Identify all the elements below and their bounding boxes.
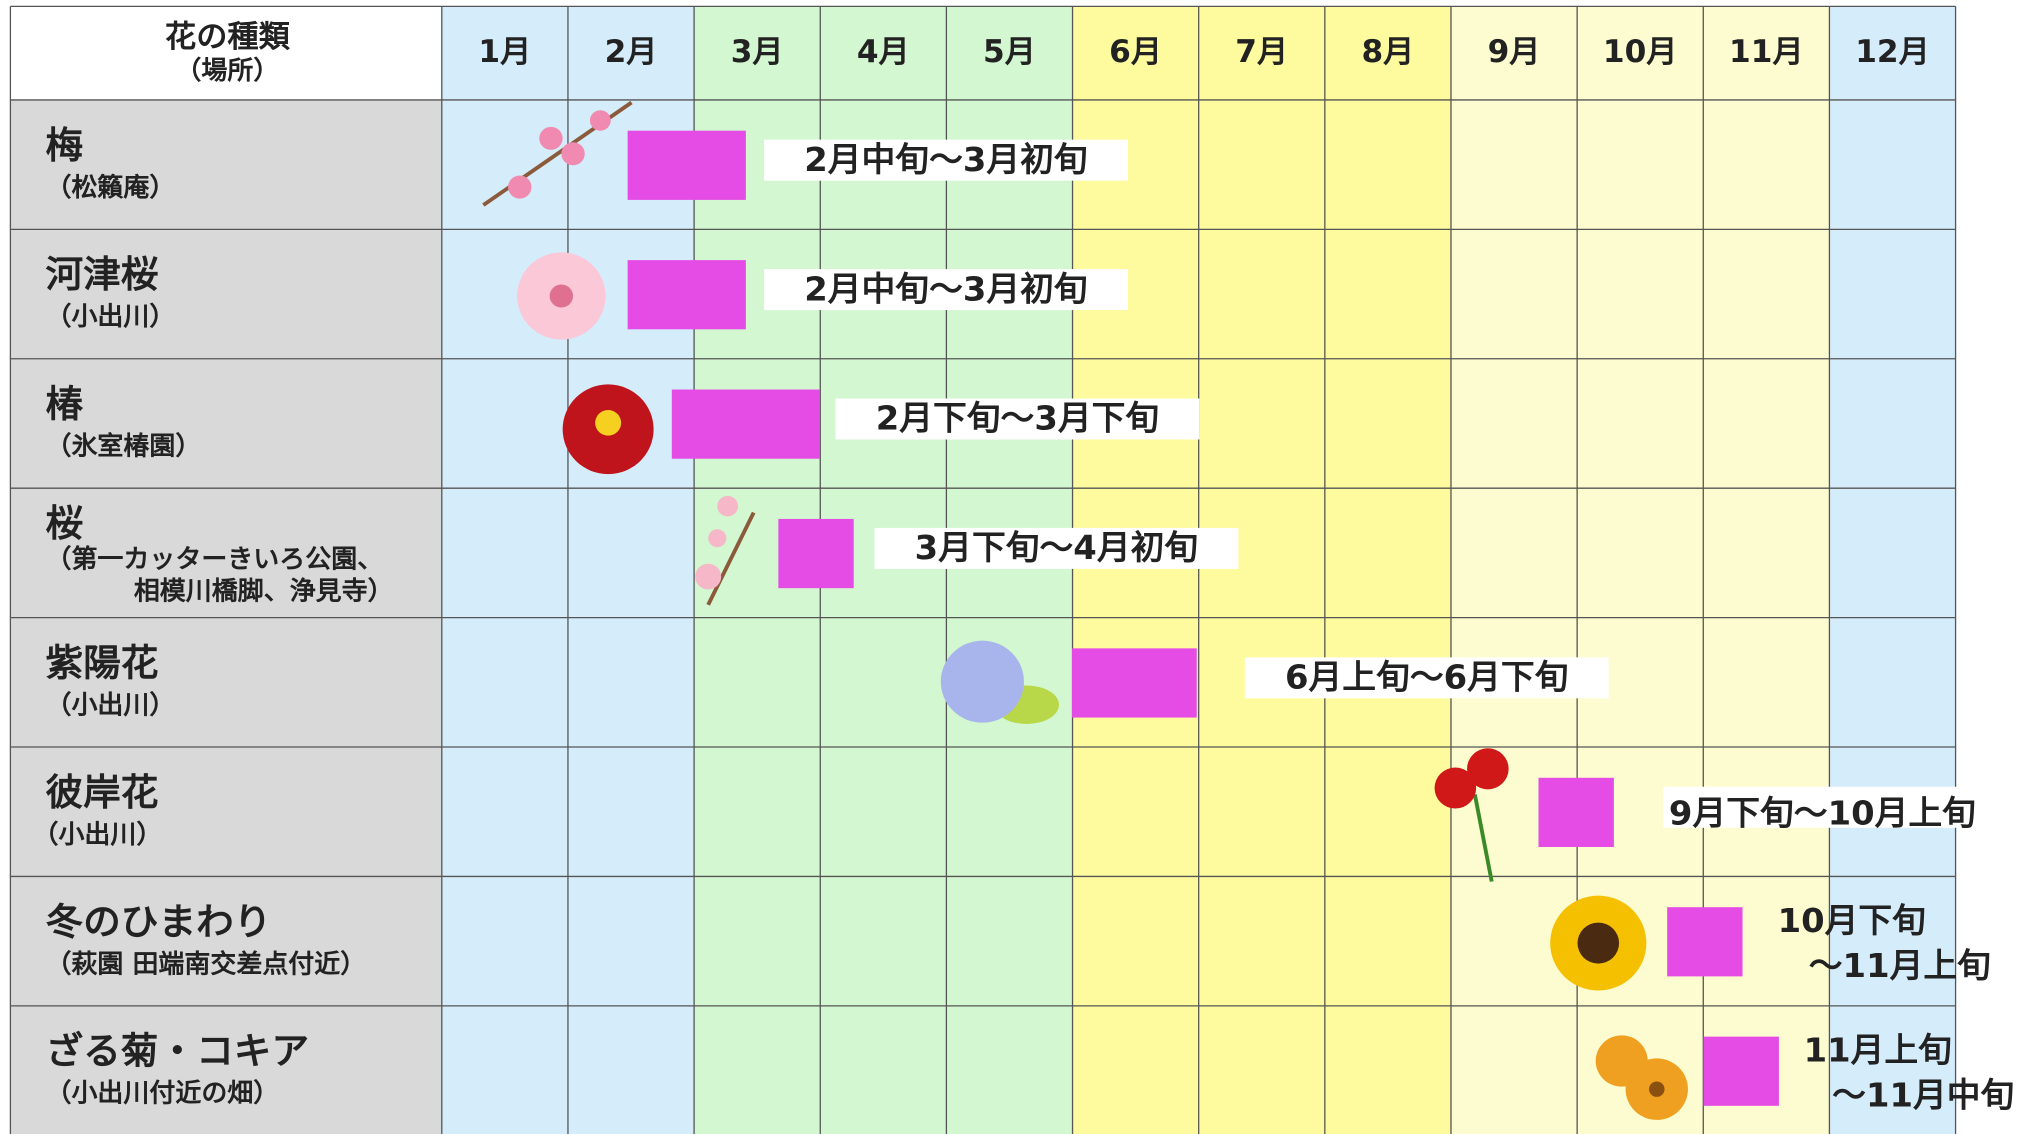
bloom-bar [671,389,820,459]
month-label: 7月 [1235,34,1288,70]
bloom-bar [1667,907,1743,977]
month-column [946,6,1073,1134]
flower-place: 相模川橋脚、浄見寺） [134,577,394,607]
period-bg [835,398,1200,440]
month-label: 1月 [478,34,531,70]
period-label: 2月中旬～3月初旬 [804,140,1087,179]
flower-place: （小出川） [45,691,175,721]
bloom-bar [778,518,854,589]
month-column [1829,6,1956,1134]
flower-place: （松籟庵） [45,172,175,203]
month-label: 10月 [1603,34,1678,70]
month-label: 11月 [1729,34,1804,70]
flower-place: （小出川付近の畑） [45,1079,279,1109]
period-label: 2月下旬～3月下旬 [876,399,1159,438]
period-label: 3月下旬～4月初旬 [915,528,1198,567]
icon-zarugiku [1595,1035,1688,1120]
bloom-bar [627,260,746,330]
month-label: 6月 [1109,34,1162,70]
header-cell [10,6,442,100]
header-title: 花の種類 [165,19,291,55]
period-bg [764,139,1128,181]
flower-place: （小出川） [32,820,162,850]
icon-kawazu [517,252,606,340]
icon-tsubaki [562,384,654,475]
flower-name: ざる菊・コキア [45,1029,309,1073]
period-bg [874,527,1239,569]
month-label: 8月 [1361,34,1414,70]
flower-name: 冬のひまわり [45,900,271,944]
bloom-bar [1072,648,1197,718]
month-column [441,6,568,1134]
icon-ume [482,100,633,207]
icon-ajisai [940,640,1060,724]
flower-name: 桜 [45,501,83,545]
period-label: 9月下旬～10月上旬 [1669,794,1976,833]
month-label: 9月 [1488,34,1541,70]
flower-place: （氷室椿園） [45,431,201,462]
month-label: 5月 [983,34,1036,70]
period-label: 11月上旬 [1804,1031,1952,1070]
period-bg [1244,657,1609,699]
month-column [1198,6,1325,1134]
month-label: 4月 [857,34,910,70]
icon-himawari [1550,895,1647,991]
labels: 1月 2月 3月 4月 5月 6月 7月 8月 9月 10月 11月 12月 花の種類（場所） 梅 （松籟庵… [32,19,2014,1114]
flower-icons [482,100,1688,1120]
flower-name: 彼岸花 [45,770,158,814]
flower-name: 椿 [45,382,83,426]
bloom-bar [627,130,746,200]
flower-name: 紫陽花 [45,641,158,685]
flower-place: （萩園 田端南交差点付近） [45,948,366,979]
flower-place: （第一カッターきいろ公園、 [45,544,383,575]
period-label: 10月下旬 [1778,901,1926,940]
period-bg [764,269,1128,311]
flower-name: 梅 [45,123,83,167]
header-subtitle: （場所） [175,56,279,86]
bloom-bar [1538,777,1614,847]
flower-place: （小出川） [45,302,175,332]
month-label: 2月 [605,34,658,70]
period-label: 2月中旬～3月初旬 [804,270,1087,309]
period-label: 6月上旬～6月下旬 [1285,658,1568,697]
month-column [1072,6,1199,1134]
flower-name: 河津桜 [45,252,158,296]
period-bg [1663,786,1982,828]
month-label: 3月 [731,34,784,70]
icon-higanbana [1434,748,1509,882]
icon-sakura [695,495,756,606]
month-column [1324,6,1451,1134]
period-label: ～11月上旬 [1809,946,1991,985]
bloom-bar [1703,1036,1779,1106]
period-label: ～11月中旬 [1832,1075,2014,1114]
month-label: 12月 [1855,34,1930,70]
